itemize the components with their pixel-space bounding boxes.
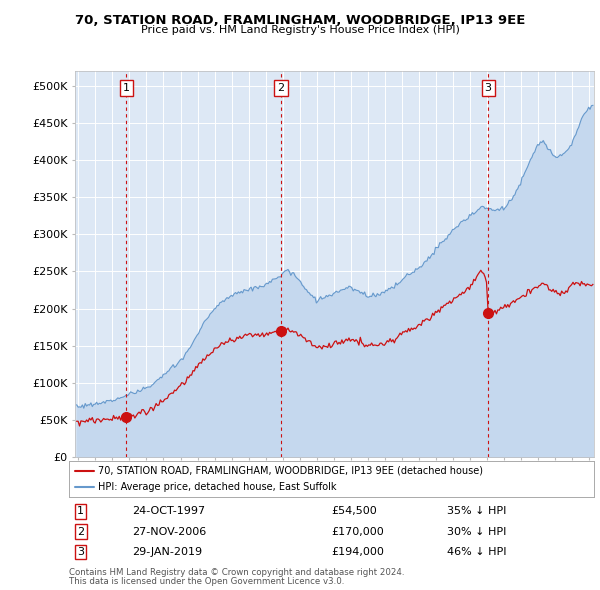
Text: 27-NOV-2006: 27-NOV-2006 bbox=[132, 527, 206, 536]
Text: 1: 1 bbox=[77, 506, 84, 516]
Text: 24-OCT-1997: 24-OCT-1997 bbox=[132, 506, 205, 516]
Text: 35% ↓ HPI: 35% ↓ HPI bbox=[447, 506, 506, 516]
Text: This data is licensed under the Open Government Licence v3.0.: This data is licensed under the Open Gov… bbox=[69, 577, 344, 586]
Text: 29-JAN-2019: 29-JAN-2019 bbox=[132, 547, 202, 557]
Text: 70, STATION ROAD, FRAMLINGHAM, WOODBRIDGE, IP13 9EE: 70, STATION ROAD, FRAMLINGHAM, WOODBRIDG… bbox=[75, 14, 525, 27]
Text: 2: 2 bbox=[77, 527, 84, 536]
Text: 3: 3 bbox=[77, 547, 84, 557]
Text: £170,000: £170,000 bbox=[331, 527, 384, 536]
Text: 2: 2 bbox=[277, 83, 284, 93]
Text: Price paid vs. HM Land Registry's House Price Index (HPI): Price paid vs. HM Land Registry's House … bbox=[140, 25, 460, 35]
Text: 70, STATION ROAD, FRAMLINGHAM, WOODBRIDGE, IP13 9EE (detached house): 70, STATION ROAD, FRAMLINGHAM, WOODBRIDG… bbox=[98, 466, 483, 476]
Text: 1: 1 bbox=[123, 83, 130, 93]
Text: Contains HM Land Registry data © Crown copyright and database right 2024.: Contains HM Land Registry data © Crown c… bbox=[69, 568, 404, 576]
Text: £54,500: £54,500 bbox=[331, 506, 377, 516]
Text: HPI: Average price, detached house, East Suffolk: HPI: Average price, detached house, East… bbox=[98, 482, 337, 492]
Text: 30% ↓ HPI: 30% ↓ HPI bbox=[447, 527, 506, 536]
Text: 46% ↓ HPI: 46% ↓ HPI bbox=[447, 547, 506, 557]
Text: £194,000: £194,000 bbox=[331, 547, 385, 557]
Text: 3: 3 bbox=[485, 83, 491, 93]
